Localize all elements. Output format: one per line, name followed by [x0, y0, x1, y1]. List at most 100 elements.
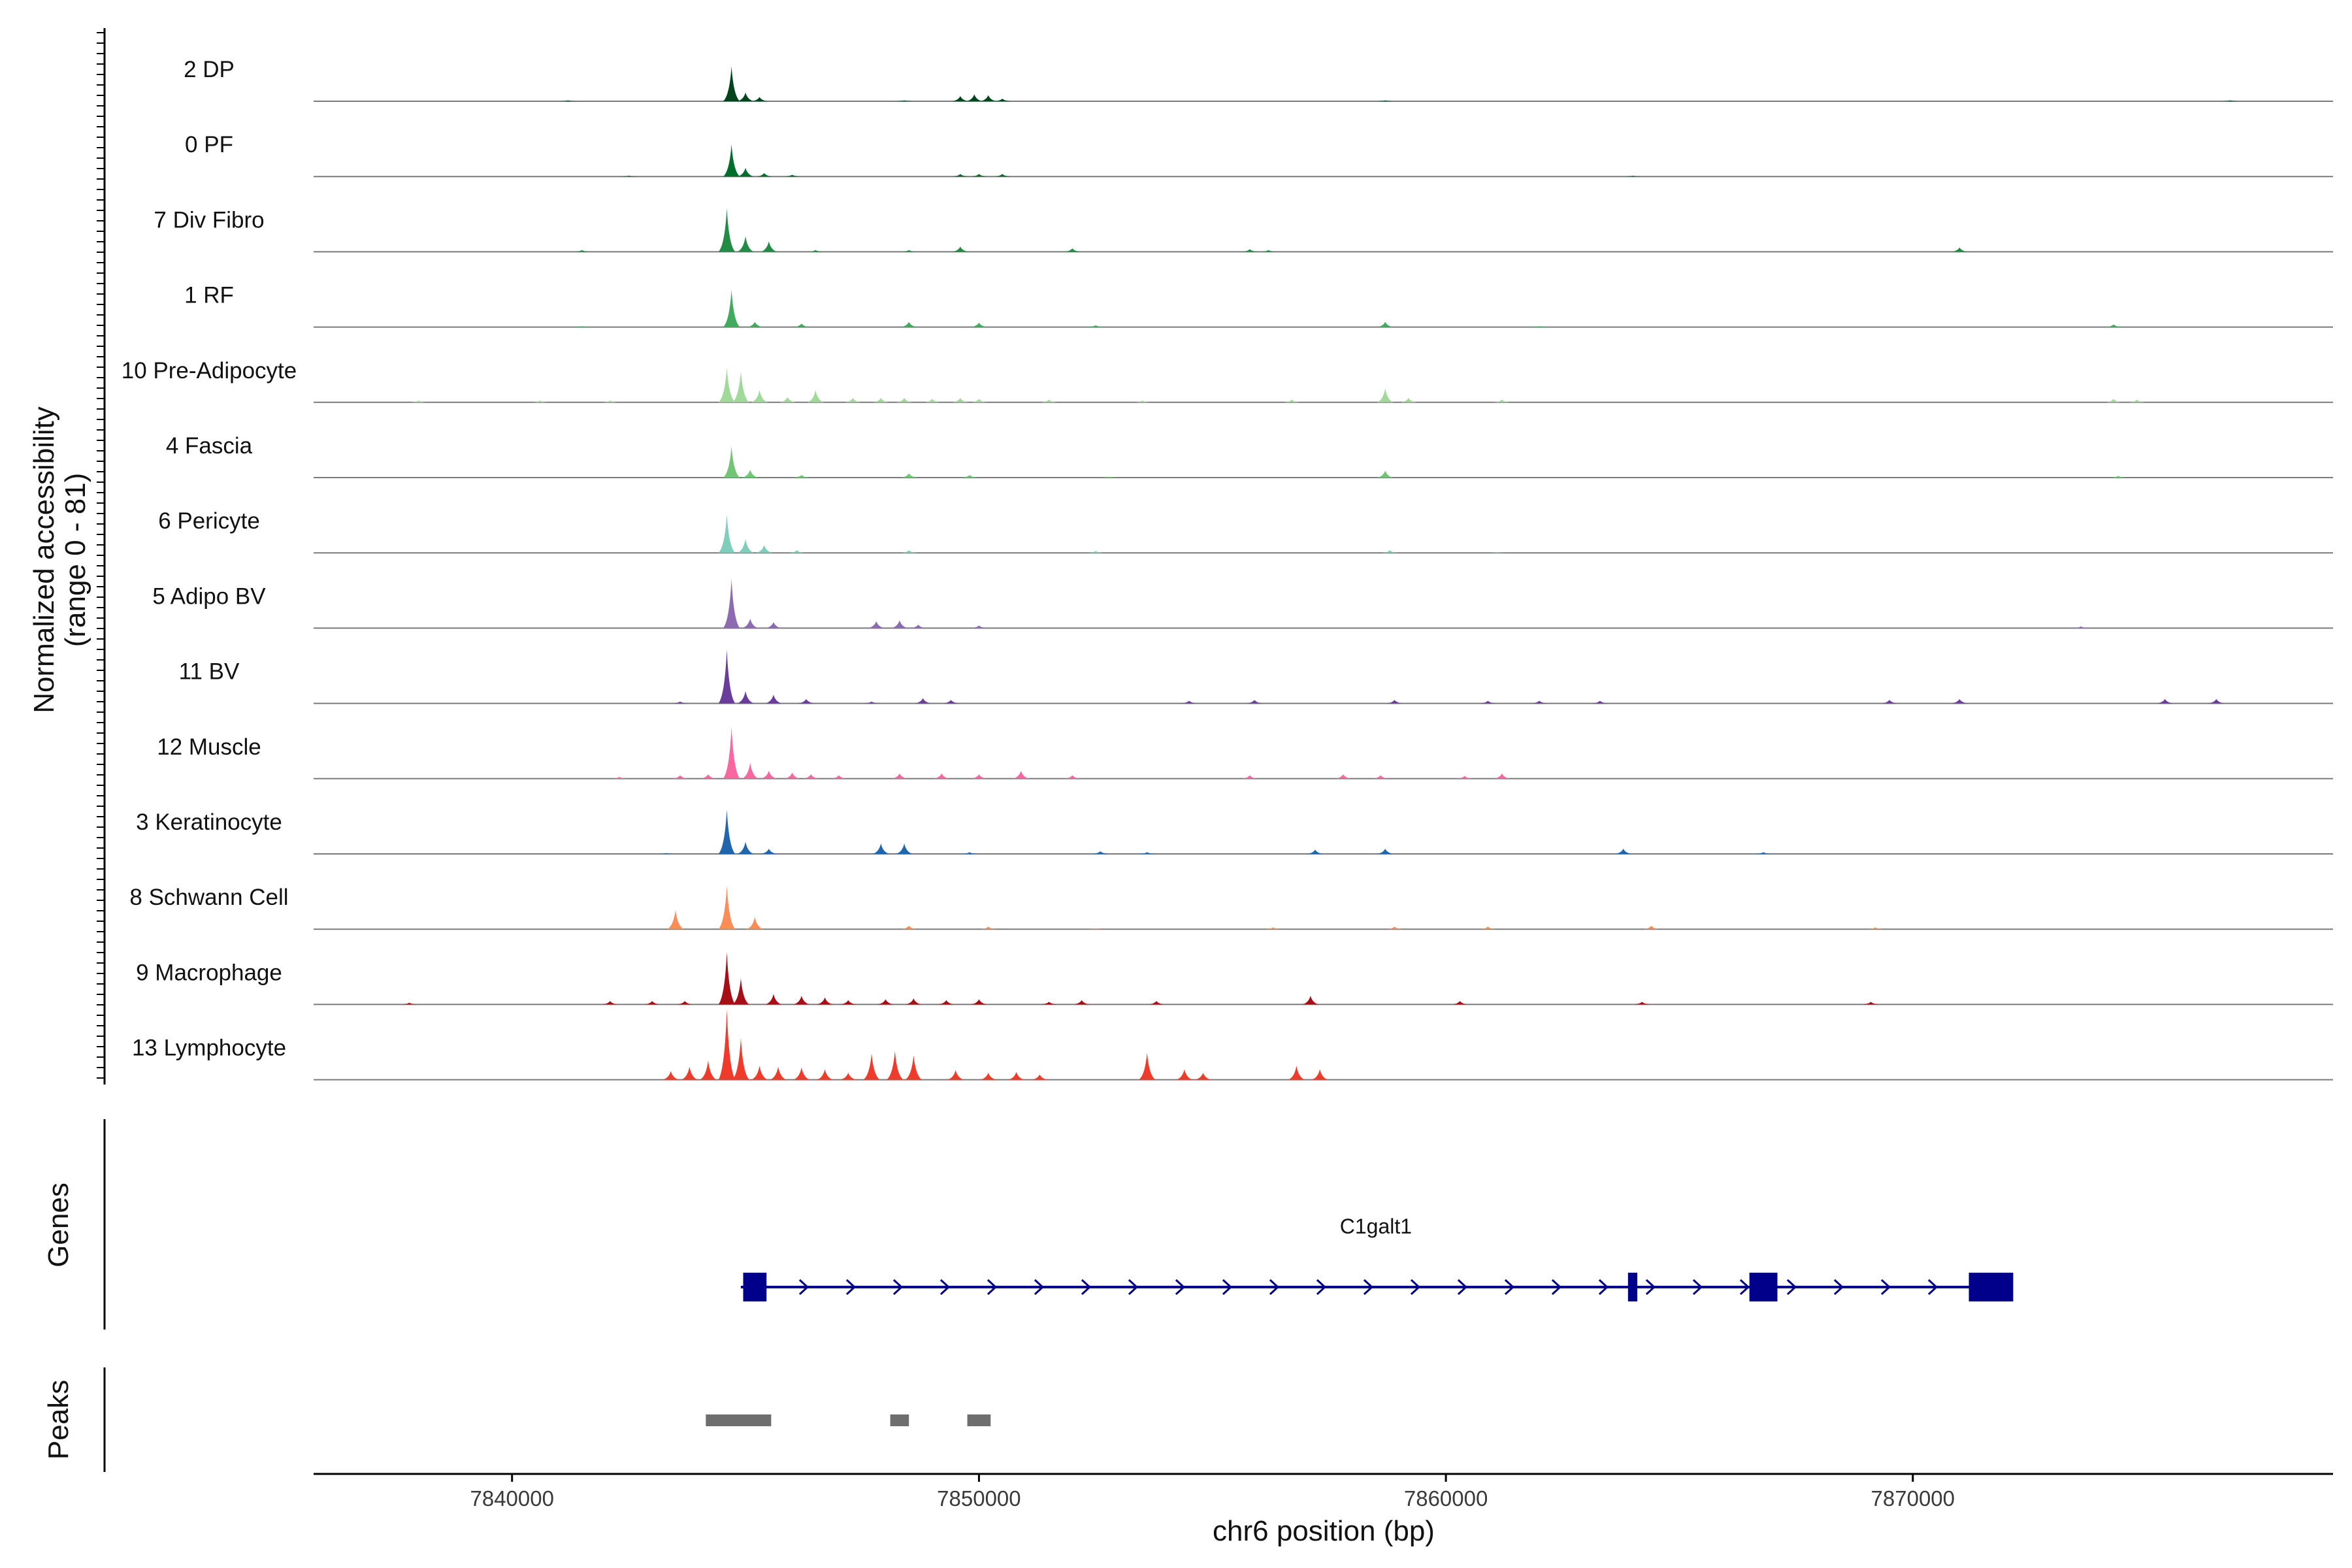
- coverage-peak: [951, 246, 969, 252]
- coverage-peak: [765, 994, 782, 1005]
- gene-name-label: C1galt1: [1340, 1215, 1412, 1238]
- coverage-peak: [751, 390, 768, 402]
- gene-C1galt1: C1galt1: [740, 1215, 2014, 1301]
- coverage-peak: [1377, 849, 1394, 854]
- coverage-peak: [1377, 321, 1394, 327]
- coverage-peak: [1951, 698, 1968, 704]
- coverage-peak: [951, 174, 969, 177]
- track-label: 5 Adipo BV: [152, 583, 266, 609]
- coverage-peak: [1479, 926, 1497, 930]
- coverage-peak: [672, 775, 689, 779]
- track-4: 10 Pre-Adipocyte: [122, 358, 2333, 403]
- coverage-peak: [951, 96, 969, 101]
- coverage-peak: [840, 1072, 857, 1080]
- coverage-peak: [1372, 775, 1389, 779]
- coverage-peak: [970, 322, 988, 327]
- coverage-peak: [970, 174, 988, 177]
- coverage-peak: [723, 578, 740, 629]
- peak-region: [890, 1414, 909, 1426]
- coverage-peak: [1951, 247, 1968, 252]
- coverage-peak: [816, 1069, 834, 1080]
- coverage-peak: [1148, 1001, 1165, 1005]
- coverage-peak: [1194, 1072, 1212, 1080]
- accessibility-axis-ticks: [97, 32, 105, 1079]
- coverage-peak: [1246, 700, 1263, 704]
- coverage-peak: [676, 1001, 694, 1005]
- coverage-peak: [905, 1055, 923, 1080]
- coverage-peak: [792, 475, 810, 478]
- coverage-peak: [1301, 996, 1319, 1005]
- y-axis-title-line1: Normalized accessibility: [28, 406, 60, 713]
- coverage-peak: [1755, 852, 1772, 854]
- track-7: 5 Adipo BV: [152, 578, 2333, 629]
- strand-arrow: [798, 1279, 809, 1296]
- coverage-peak: [1592, 700, 1609, 704]
- coverage-peak: [737, 691, 754, 704]
- coverage-peak: [1531, 700, 1548, 704]
- coverage-peak: [644, 1001, 661, 1005]
- track-label: 4 Fascia: [166, 433, 253, 459]
- coverage-peak: [574, 250, 591, 252]
- coverage-peak: [1134, 400, 1151, 402]
- track-6: 6 Pericyte: [158, 508, 2333, 554]
- coverage-peak: [1007, 1071, 1025, 1080]
- coverage-peak: [751, 1066, 768, 1080]
- coverage-peak: [994, 99, 1011, 101]
- coverage-peak: [1531, 326, 1548, 327]
- genes-panel: C1galt1: [740, 1215, 2014, 1301]
- coverage-peak: [718, 367, 736, 402]
- coverage-peak: [1012, 770, 1030, 779]
- coverage-peak: [1040, 399, 1058, 402]
- coverage-peak: [933, 773, 951, 779]
- coverage-peak: [737, 92, 754, 101]
- coverage-peak: [900, 925, 918, 930]
- coverage-peak: [700, 774, 717, 779]
- coverage-peak: [601, 1001, 619, 1005]
- strand-arrow: [1363, 1279, 1374, 1296]
- coverage-peak: [742, 618, 759, 629]
- coverage-peak: [662, 1071, 679, 1080]
- coverage-peak: [1040, 1002, 1058, 1005]
- coverage-peak: [1064, 775, 1081, 779]
- gene-exon: [1627, 1273, 1638, 1301]
- coverage-peak: [1633, 1002, 1651, 1005]
- coverage-peak: [1451, 1001, 1469, 1005]
- coverage-peak: [872, 843, 890, 854]
- coverage-peak: [410, 400, 427, 402]
- coverage-peak: [672, 701, 689, 704]
- track-label: 12 Muscle: [157, 734, 261, 760]
- coverage-peak: [970, 399, 988, 402]
- accessibility-y-axis: [97, 28, 106, 1085]
- coverage-peak: [742, 762, 759, 779]
- coverage-peak: [1311, 1069, 1329, 1080]
- coverage-peak: [1283, 399, 1301, 402]
- coverage-peak: [1181, 700, 1198, 704]
- coverage-peak: [900, 250, 918, 252]
- strand-arrow: [1833, 1279, 1844, 1296]
- coverage-peak: [1241, 775, 1258, 779]
- track-label: 3 Keratinocyte: [136, 809, 282, 835]
- strand-arrow: [1927, 1279, 1938, 1296]
- coverage-peak: [900, 550, 918, 553]
- track-13: 13 Lymphocyte: [132, 1009, 2333, 1081]
- coverage-peak: [947, 1070, 964, 1080]
- track-label: 0 PF: [185, 132, 233, 157]
- gene-exon: [743, 1273, 767, 1301]
- coverage-peak: [1867, 927, 1884, 930]
- coverage-peak: [718, 208, 736, 252]
- coverage-peak: [863, 701, 880, 704]
- coverage-peak: [1456, 776, 1473, 779]
- coverage-peak: [807, 250, 825, 252]
- coverage-peak: [1264, 927, 1282, 930]
- coverage-peak: [872, 398, 890, 402]
- coverage-peak: [905, 998, 923, 1005]
- track-9: 12 Muscle: [157, 726, 2333, 779]
- coverage-peak: [1087, 551, 1104, 553]
- track-3: 1 RF: [184, 283, 2333, 328]
- coverage-peak: [760, 241, 777, 252]
- coverage-peak: [938, 1000, 955, 1005]
- coverage-peak: [2156, 698, 2174, 704]
- strand-arrow: [1410, 1279, 1421, 1296]
- coverage-peak: [1092, 851, 1109, 854]
